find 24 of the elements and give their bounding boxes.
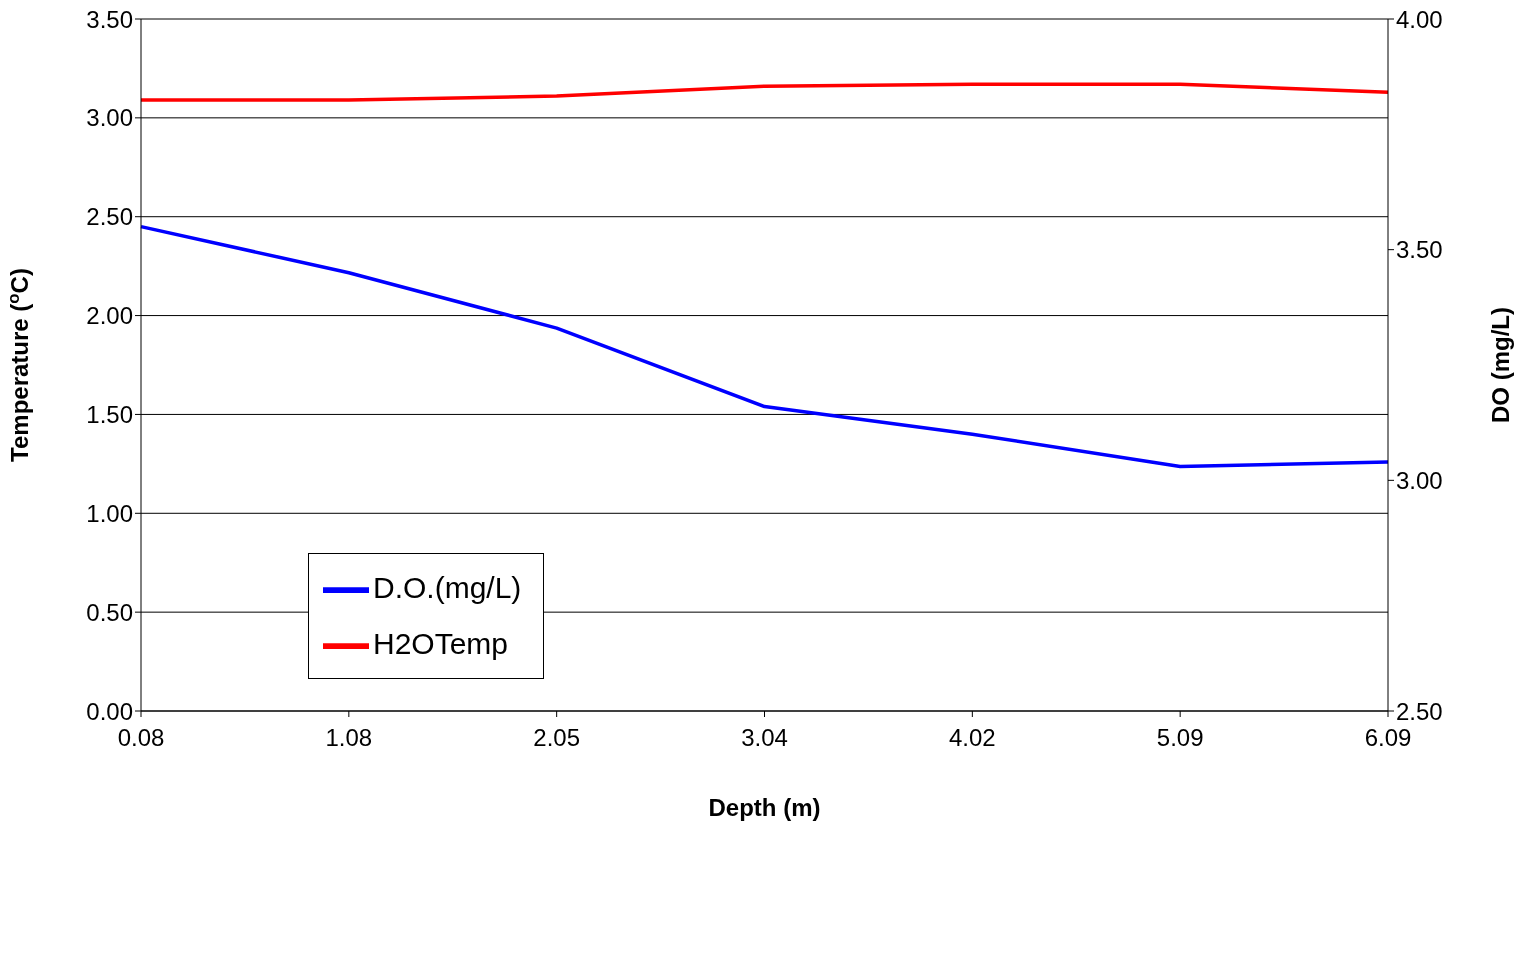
y-tick-label: 2.50	[86, 203, 133, 231]
y-tick-label: 0.00	[86, 697, 133, 725]
y-tick-label: 3.50	[86, 5, 133, 33]
x-tick-label: 4.02	[948, 724, 996, 752]
y-tick-label: 1.00	[86, 499, 133, 527]
x-tick-label: 5.09	[1156, 724, 1204, 752]
x-tick-label: 6.09	[1364, 724, 1412, 752]
y2-tick-label: 4.00	[1396, 5, 1443, 33]
x-tick-label: 0.08	[117, 724, 165, 752]
x-tick-label: 3.04	[741, 724, 788, 752]
y-tick-label: 1.50	[86, 400, 133, 428]
legend-label: D.O.(mg/L)	[373, 571, 522, 604]
y2-axis-title: DO (mg/L)	[1487, 307, 1514, 423]
y-tick-label: 2.00	[86, 302, 133, 330]
legend-label: H2OTemp	[373, 627, 509, 660]
x-tick-label: 1.08	[325, 724, 373, 752]
y2-tick-label: 3.00	[1396, 466, 1443, 494]
x-axis-title: Depth (m)	[708, 794, 821, 821]
y2-tick-label: 2.50	[1396, 697, 1443, 725]
y-tick-label: 3.00	[86, 104, 133, 132]
x-tick-label: 2.05	[533, 724, 581, 752]
line-series	[139, 82, 1390, 102]
y-tick-label: 0.50	[86, 598, 133, 626]
y2-tick-label: 3.50	[1396, 236, 1443, 264]
